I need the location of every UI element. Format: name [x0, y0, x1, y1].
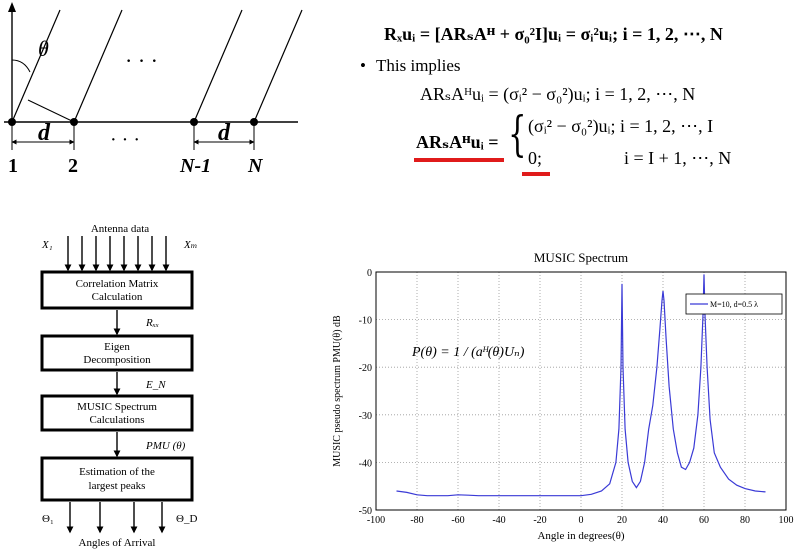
sensor-label-n: N	[247, 155, 264, 177]
music-flowchart: Antenna data X₁ Xₘ Correlation Matrix Ca…	[40, 223, 197, 549]
x-tick-label: 60	[699, 515, 709, 526]
y-tick-label: 0	[367, 268, 372, 279]
theta-label: θ	[38, 36, 49, 61]
bullet-text: This implies	[376, 56, 461, 75]
x-tick-label: -80	[410, 515, 423, 526]
x1-label: X₁	[41, 239, 53, 251]
legend-entry: M=10, d=0.5 λ	[710, 300, 758, 309]
box-eigen	[40, 334, 194, 372]
red-underline-lhs	[414, 158, 504, 162]
antenna-data-label: Antenna data	[91, 223, 149, 235]
angles-of-arrival-label: Angles of Arrival	[79, 537, 156, 549]
sensor-label-n-1: N-1	[179, 155, 211, 177]
series-line	[396, 274, 766, 497]
box-peaks	[40, 456, 194, 502]
x-tick-label: -40	[492, 515, 505, 526]
incident-ray-n-1	[193, 9, 243, 123]
box-peaks-line1: Estimation of the	[79, 466, 155, 478]
x-tick-label: 0	[579, 515, 584, 526]
equation-case-2-range: i = I + 1, ⋯, N	[624, 148, 732, 168]
box-correlation	[40, 270, 194, 310]
y-tick-label: -10	[359, 316, 372, 327]
formula-annotation: P(θ) = 1 / (aᴴ(θ)Uₙ)	[411, 345, 525, 360]
box-eigen-line2: Decomposition	[83, 354, 151, 366]
bullet-point: •	[360, 56, 366, 75]
array-geometry-diagram: θ · · · · · · d d 1 2 N-1 N	[4, 2, 303, 177]
plot-frame	[375, 271, 787, 511]
spacing-d-left: d	[38, 120, 51, 146]
spacing-d-right: d	[218, 120, 231, 146]
sensor-label-2: 2	[68, 155, 78, 177]
rxx-label: Rₓₓ	[145, 317, 159, 329]
chart-title: MUSIC Spectrum	[534, 250, 628, 265]
output-arrows	[66, 502, 166, 534]
equation-implies: ARₛAᴴuᵢ = (σᵢ² − σ₀²)uᵢ; i = 1, 2, ⋯, N	[420, 84, 696, 104]
x-tick-label: -20	[533, 515, 546, 526]
box-music-calc-line1: MUSIC Spectrum	[77, 401, 157, 413]
y-tick-label: -30	[359, 411, 372, 422]
theta-arc	[11, 59, 31, 73]
y-tick-label: -20	[359, 363, 372, 374]
xm-label: Xₘ	[183, 239, 197, 251]
equation-case-2-value: 0;	[528, 148, 543, 168]
box-music-calc-line2: Calculations	[90, 414, 145, 426]
en-label: E_N	[145, 379, 166, 391]
incident-ray-1	[11, 9, 61, 123]
x-axis-label: Angle in degrees(θ)	[537, 530, 624, 542]
box-music-calc	[40, 394, 194, 432]
equation-cases-lhs: ARₛAᴴuᵢ =	[416, 132, 499, 152]
box-eigen-line1: Eigen	[104, 341, 130, 353]
cases-brace: {	[508, 106, 527, 162]
dots-bottom: · · ·	[110, 129, 140, 151]
equations-block: Rₓuᵢ = [ARₛAᴴ + σ₀²I]uᵢ = σᵢ²uᵢ; i = 1, …	[360, 0, 802, 190]
axis-arrowhead	[8, 2, 16, 12]
box-peaks-line2: largest peaks	[89, 480, 146, 492]
y-tick-label: -40	[359, 458, 372, 469]
x-tick-label: 100	[779, 515, 794, 526]
thetad-label: Θ_D	[176, 513, 197, 525]
equation-case-1: (σᵢ² − σ₀²)uᵢ; i = 1, 2, ⋯, I	[528, 116, 714, 136]
y-tick-label: -50	[359, 506, 372, 517]
box-correlation-line1: Correlation Matrix	[76, 278, 159, 290]
legend-box	[685, 293, 783, 315]
x-tick-label: -100	[367, 515, 385, 526]
incident-ray-n	[253, 9, 303, 123]
x-tick-label: -60	[451, 515, 464, 526]
x-tick-label: 40	[658, 515, 668, 526]
incident-ray-2	[73, 9, 123, 123]
equation-eigen: Rₓuᵢ = [ARₛAᴴ + σ₀²I]uᵢ = σᵢ²uᵢ; i = 1, …	[384, 24, 723, 44]
theta1-label: Θ₁	[42, 513, 54, 525]
music-spectrum-chart: MUSIC Spectrum-100 -80 -60 -40 -20 0 20 40 60 80 1…	[332, 250, 794, 542]
path-difference-line	[27, 99, 75, 123]
y-axis-label: MUSIC pseudo spectrum PMU(θ) dB	[332, 315, 343, 467]
red-underline-zero	[522, 172, 550, 176]
box-correlation-line2: Calculation	[92, 291, 143, 303]
sensor-label-1: 1	[8, 155, 18, 177]
x-tick-label: 20	[617, 515, 627, 526]
pmu-label: PMU (θ)	[145, 440, 186, 452]
input-arrows	[64, 236, 170, 272]
dots-top: · · ·	[125, 48, 158, 73]
x-tick-label: 80	[740, 515, 750, 526]
